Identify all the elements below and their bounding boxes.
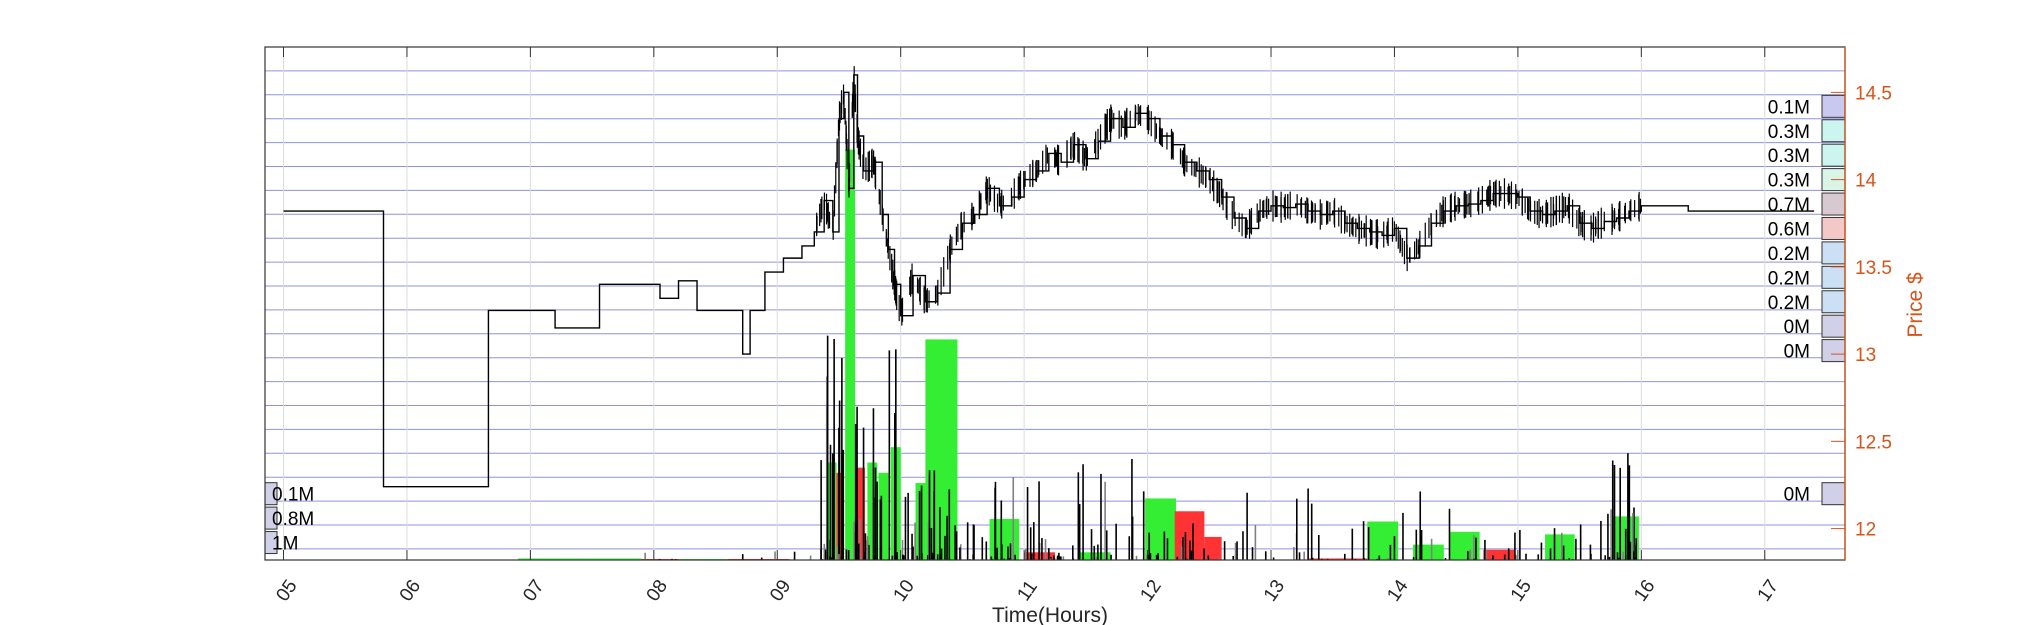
- price-band-label: 0.7M: [1768, 195, 1810, 216]
- price-band-label: 0.2M: [1768, 268, 1810, 289]
- volume-bar: [1145, 498, 1176, 560]
- price-band-label: 0.3M: [1768, 171, 1810, 192]
- x-tick-label: 15: [1507, 576, 1536, 605]
- price-band-label: 0M: [1784, 485, 1810, 506]
- volume-bar: [925, 339, 958, 560]
- price-axis-label: Price $: [1904, 272, 1927, 338]
- price-tick-label: 14.5: [1855, 83, 1892, 104]
- price-band-label: 0.1M: [1768, 97, 1810, 118]
- price-band-label: 0.2M: [1768, 293, 1810, 314]
- x-tick-label: 16: [1630, 576, 1659, 605]
- x-tick-label: 11: [1013, 577, 1042, 605]
- plot-frame: [264, 46, 1846, 561]
- volume-bar: [1450, 531, 1480, 560]
- price-band-box: [1821, 119, 1846, 143]
- price-band-box: [1821, 339, 1846, 363]
- volume-bar: [1204, 536, 1222, 560]
- volume-bar: [989, 518, 1020, 560]
- volume-bar: [1367, 521, 1399, 560]
- price-band-box: [1821, 216, 1846, 240]
- price-tick-label: 12.5: [1855, 432, 1892, 453]
- price-band-label: 0M: [1784, 342, 1810, 363]
- volume-bar: [845, 149, 856, 560]
- volume-bar: [1545, 534, 1575, 560]
- price-band-box: [1821, 314, 1846, 338]
- price-band-label: 0M: [1784, 317, 1810, 338]
- left-band-boxes: 0.1M 0.8M 1M: [264, 482, 314, 555]
- volume-bar: [855, 467, 865, 560]
- price-band-box: [1821, 265, 1846, 289]
- x-tick-label: 12: [1136, 576, 1165, 605]
- volume-bar: [867, 462, 878, 560]
- x-tick-label: 14: [1383, 576, 1413, 606]
- grid-lines: [265, 47, 1845, 560]
- price-line: [283, 74, 1815, 488]
- price-tick-label: 12: [1855, 520, 1876, 541]
- x-tick-label: 13: [1260, 576, 1289, 605]
- x-tick-label: 09: [766, 576, 795, 605]
- price-tick-label: 13: [1855, 345, 1876, 366]
- left-band-label: 0.1M: [272, 485, 314, 506]
- price-band-box: [1821, 94, 1846, 118]
- x-tick-label: 07: [519, 576, 548, 605]
- x-axis-label: Time(Hours): [992, 604, 1108, 625]
- volume-bar: [878, 472, 889, 560]
- volume-bar: [1412, 544, 1444, 560]
- price-band-box: [1821, 192, 1846, 216]
- volume-bar: [579, 558, 642, 560]
- price-band-label: 0.2M: [1768, 244, 1810, 265]
- price-band-box: [1821, 482, 1846, 506]
- price-axis-ticks: 12 12.5 13 13.5 14 14.5: [1831, 47, 1892, 560]
- price-band-label: 0.3M: [1768, 122, 1810, 143]
- volume-bar: [826, 462, 837, 560]
- price-tick-label: 14: [1855, 171, 1877, 192]
- price-tick-label: 13.5: [1855, 258, 1892, 279]
- volume-bar: [1308, 558, 1370, 560]
- price-series: [283, 66, 1815, 488]
- price-band-label: 0.6M: [1768, 219, 1810, 240]
- left-band-label: 1M: [272, 534, 298, 555]
- volume-bar: [915, 483, 926, 560]
- x-tick-label: 08: [643, 576, 672, 605]
- volume-spikes: [644, 335, 1642, 560]
- price-band-box: [1821, 241, 1846, 265]
- volume-bar: [518, 558, 580, 560]
- volume-bar: [1483, 549, 1515, 560]
- x-tick-label: 17: [1754, 576, 1783, 605]
- volume-bar: [1079, 552, 1111, 560]
- price-band-label: 0.3M: [1768, 146, 1810, 167]
- price-band-boxes: 0.1M 0.3M 0.3M 0.3M 0.7M 0.6M 0.2M 0.2M 0.2M 0M 0M…: [1768, 94, 1846, 506]
- price-band-box: [1821, 290, 1846, 314]
- x-tick-label: 10: [890, 576, 919, 605]
- price-band-box: [1821, 143, 1846, 167]
- x-tick-label: 06: [396, 576, 425, 605]
- left-band-label: 0.8M: [272, 509, 314, 530]
- x-tick-label: 05: [272, 576, 301, 605]
